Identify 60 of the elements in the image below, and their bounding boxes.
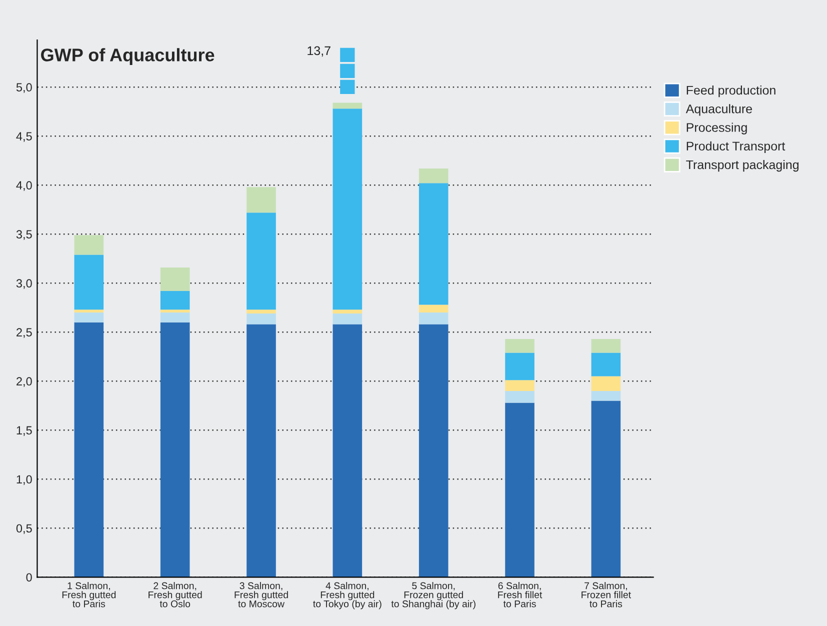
bar	[591, 376, 621, 391]
annotation: 13,7	[308, 46, 330, 57]
legend-label: Transport packaging	[686, 160, 799, 172]
bar	[591, 339, 621, 353]
y-tick-label: 0,5	[16, 524, 32, 534]
legend-label: Feed production	[686, 85, 776, 98]
chart-title: GWP of Aquaculture	[41, 48, 214, 65]
bar	[418, 324, 448, 578]
bar	[505, 352, 534, 380]
legend-label: Aquaculture	[686, 104, 752, 116]
legend-label: Product Transport	[686, 141, 786, 154]
bar	[591, 352, 621, 376]
y-tick-label: 1,5	[16, 426, 32, 436]
y-tick-label: 1,0	[16, 475, 32, 485]
bar	[74, 235, 104, 255]
x-tick-label: 7 Salmon, Frozen fillet to Paris	[582, 582, 631, 608]
bar	[505, 390, 534, 403]
y-tick-label: 4,0	[16, 181, 32, 191]
legend-label: Processing	[686, 122, 747, 134]
y-tick-label: 0	[26, 573, 32, 582]
bar	[160, 322, 190, 578]
bar	[505, 339, 534, 353]
bar	[74, 312, 104, 322]
x-tick-label: 6 Salmon, Fresh fillet to Paris	[498, 582, 542, 608]
bar	[160, 290, 190, 310]
bar	[332, 108, 362, 310]
bar	[418, 312, 448, 324]
y-tick-label: 4,5	[16, 132, 32, 142]
bar	[418, 183, 448, 305]
y-tick-label: 2,5	[16, 328, 32, 338]
bar	[332, 314, 362, 324]
bar	[246, 187, 276, 213]
y-tick-label: 3,0	[16, 279, 32, 289]
bar	[591, 390, 621, 401]
bar	[505, 402, 534, 578]
x-tick-label: 4 Salmon, Fresh gutted to Tokyo (by air)	[313, 582, 382, 610]
bar	[332, 324, 362, 578]
bar	[246, 212, 276, 310]
bar	[418, 304, 448, 313]
bar	[418, 168, 448, 184]
y-tick-label: 3,5	[16, 230, 32, 240]
bar	[505, 380, 534, 391]
bar	[332, 102, 362, 109]
bar	[74, 254, 104, 310]
y-tick-label: 2,0	[16, 377, 32, 387]
bar	[246, 310, 276, 314]
bar	[160, 267, 190, 291]
bar	[74, 322, 104, 578]
bar	[591, 400, 621, 578]
x-tick-label: 2 Salmon, Fresh gutted to Oslo	[148, 582, 202, 608]
y-tick-label: 5,0	[16, 83, 32, 93]
bar	[74, 310, 104, 313]
bar	[246, 314, 276, 324]
bar	[246, 324, 276, 578]
x-tick-label: 3 Salmon, Fresh gutted to Moscow	[234, 582, 288, 608]
x-tick-label: 1 Salmon, Fresh gutted to Paris	[62, 582, 116, 608]
bar	[160, 310, 190, 313]
bar	[332, 310, 362, 314]
x-tick-label: 5 Salmon, Frozen gutted to Shanghai (by air)	[391, 582, 476, 610]
bar	[160, 312, 190, 322]
